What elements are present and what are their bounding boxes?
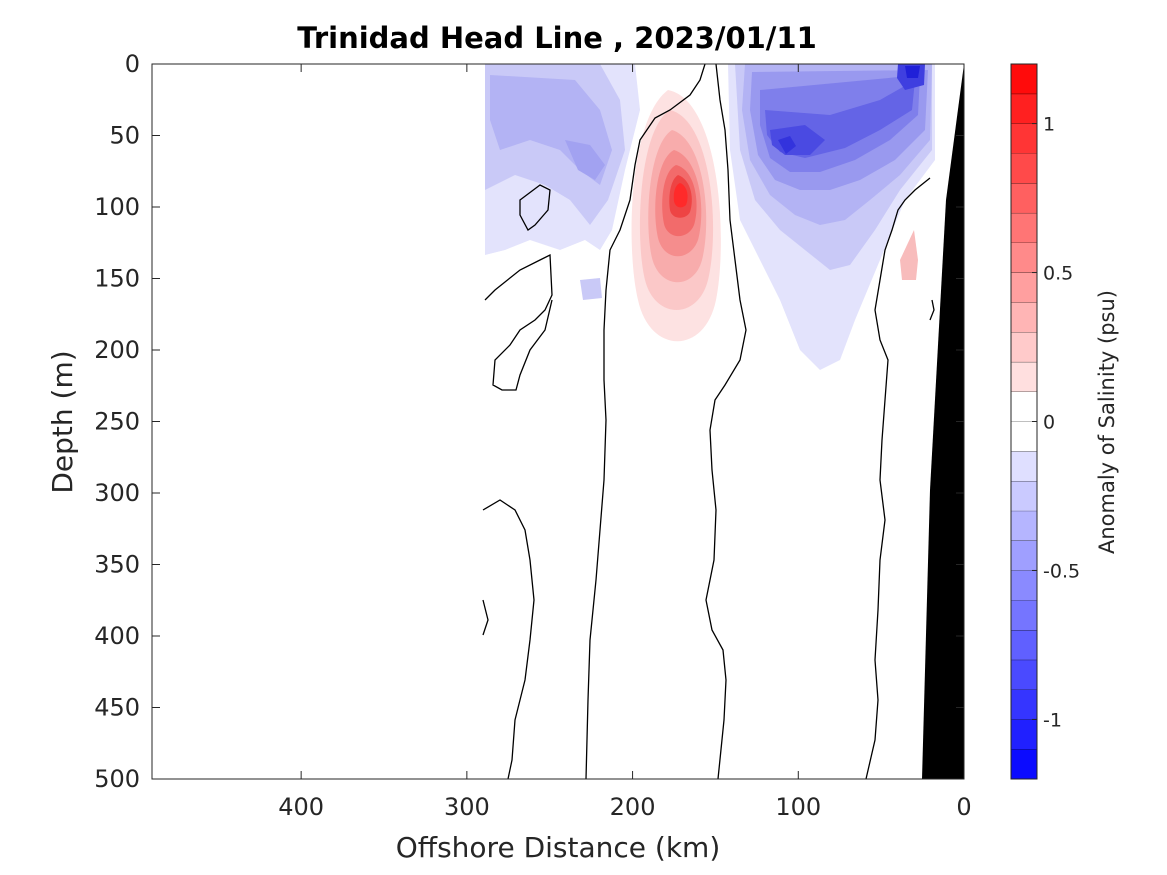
y-tick-label: 200	[94, 336, 140, 364]
zero-contour-7	[865, 177, 931, 779]
colorbar-tick-label: -1	[1043, 709, 1062, 731]
low-core-7	[778, 136, 796, 154]
colorbar-label: Anomaly of Salinity (psu)	[1095, 290, 1119, 554]
y-tick-label: 250	[94, 408, 140, 436]
y-tick-label: 150	[94, 265, 140, 293]
colorbar-step	[1011, 123, 1037, 154]
y-tick-label: 50	[109, 122, 140, 150]
colorbar-step	[1011, 212, 1037, 243]
y-tick-label: 100	[94, 193, 140, 221]
x-tick-label: 0	[956, 793, 971, 821]
zero-contour-3	[482, 499, 535, 779]
zero-contour-1	[484, 253, 553, 391]
colorbar-step	[1011, 749, 1037, 779]
colorbar: 1 0.5 0 -0.5 -1 Anomaly of Salinity (psu)	[1010, 63, 1119, 780]
colorbar-step	[1011, 93, 1037, 124]
colorbar-tick-label: -0.5	[1043, 560, 1080, 582]
colorbar-step	[1011, 332, 1037, 362]
colorbar-step	[1011, 153, 1037, 184]
bathymetry-shelf	[922, 64, 964, 779]
shelf-high-spot	[900, 230, 918, 280]
y-tick-label: 500	[94, 765, 140, 793]
zero-contour-8	[929, 299, 935, 321]
colorbar-step	[1011, 510, 1037, 541]
high-core-6	[673, 183, 688, 208]
colorbar-step	[1011, 391, 1037, 422]
colorbar-steps	[1011, 63, 1037, 779]
offshore-low-spot	[580, 278, 602, 300]
colorbar-step	[1011, 242, 1037, 273]
y-tick-label: 400	[94, 622, 140, 650]
zero-contour-5	[585, 64, 706, 779]
x-tick-label: 100	[775, 793, 821, 821]
colorbar-step	[1011, 719, 1037, 750]
colorbar-step	[1011, 630, 1037, 660]
offshore-low-inner	[565, 140, 605, 180]
y-tick-label: 450	[94, 694, 140, 722]
y-tick-label: 300	[94, 479, 140, 507]
colorbar-step	[1011, 570, 1037, 601]
colorbar-step	[1011, 689, 1037, 720]
colorbar-step	[1011, 659, 1037, 690]
colorbar-tick-label: 0.5	[1043, 263, 1073, 285]
surface-low-core	[905, 66, 920, 78]
colorbar-step	[1011, 451, 1037, 482]
y-axis: 0 50 100 150 200 250 300 350 400 450 500	[94, 50, 964, 793]
colorbar-step	[1011, 540, 1037, 571]
x-tick-label: 400	[278, 793, 324, 821]
colorbar-step	[1011, 302, 1037, 333]
y-tick-label: 350	[94, 551, 140, 579]
plot-area: 400 300 200 100 0 0 50 100 150 200 250 300 350 400 45…	[94, 50, 971, 821]
colorbar-step	[1011, 361, 1037, 392]
colorbar-tick-label: 0	[1043, 412, 1055, 434]
zero-contour-6	[705, 64, 747, 779]
zero-contour-2	[519, 184, 551, 231]
colorbar-step	[1011, 600, 1037, 631]
contour-fill	[482, 64, 964, 779]
x-axis-label: Offshore Distance (km)	[396, 831, 721, 864]
y-axis-label: Depth (m)	[46, 350, 79, 493]
x-tick-label: 200	[610, 793, 656, 821]
zero-contour-4	[482, 599, 489, 636]
y-tick-label: 0	[125, 50, 140, 78]
colorbar-ticks: 1 0.5 0 -0.5 -1	[1032, 114, 1080, 731]
x-axis: 400 300 200 100 0	[278, 64, 972, 821]
colorbar-step	[1011, 64, 1037, 94]
colorbar-step	[1011, 183, 1037, 213]
colorbar-step	[1011, 421, 1037, 452]
colorbar-step	[1011, 481, 1037, 511]
chart-title: Trinidad Head Line , 2023/01/11	[297, 21, 817, 55]
x-tick-label: 300	[444, 793, 490, 821]
colorbar-step	[1011, 272, 1037, 303]
colorbar-tick-label: 1	[1043, 114, 1055, 136]
